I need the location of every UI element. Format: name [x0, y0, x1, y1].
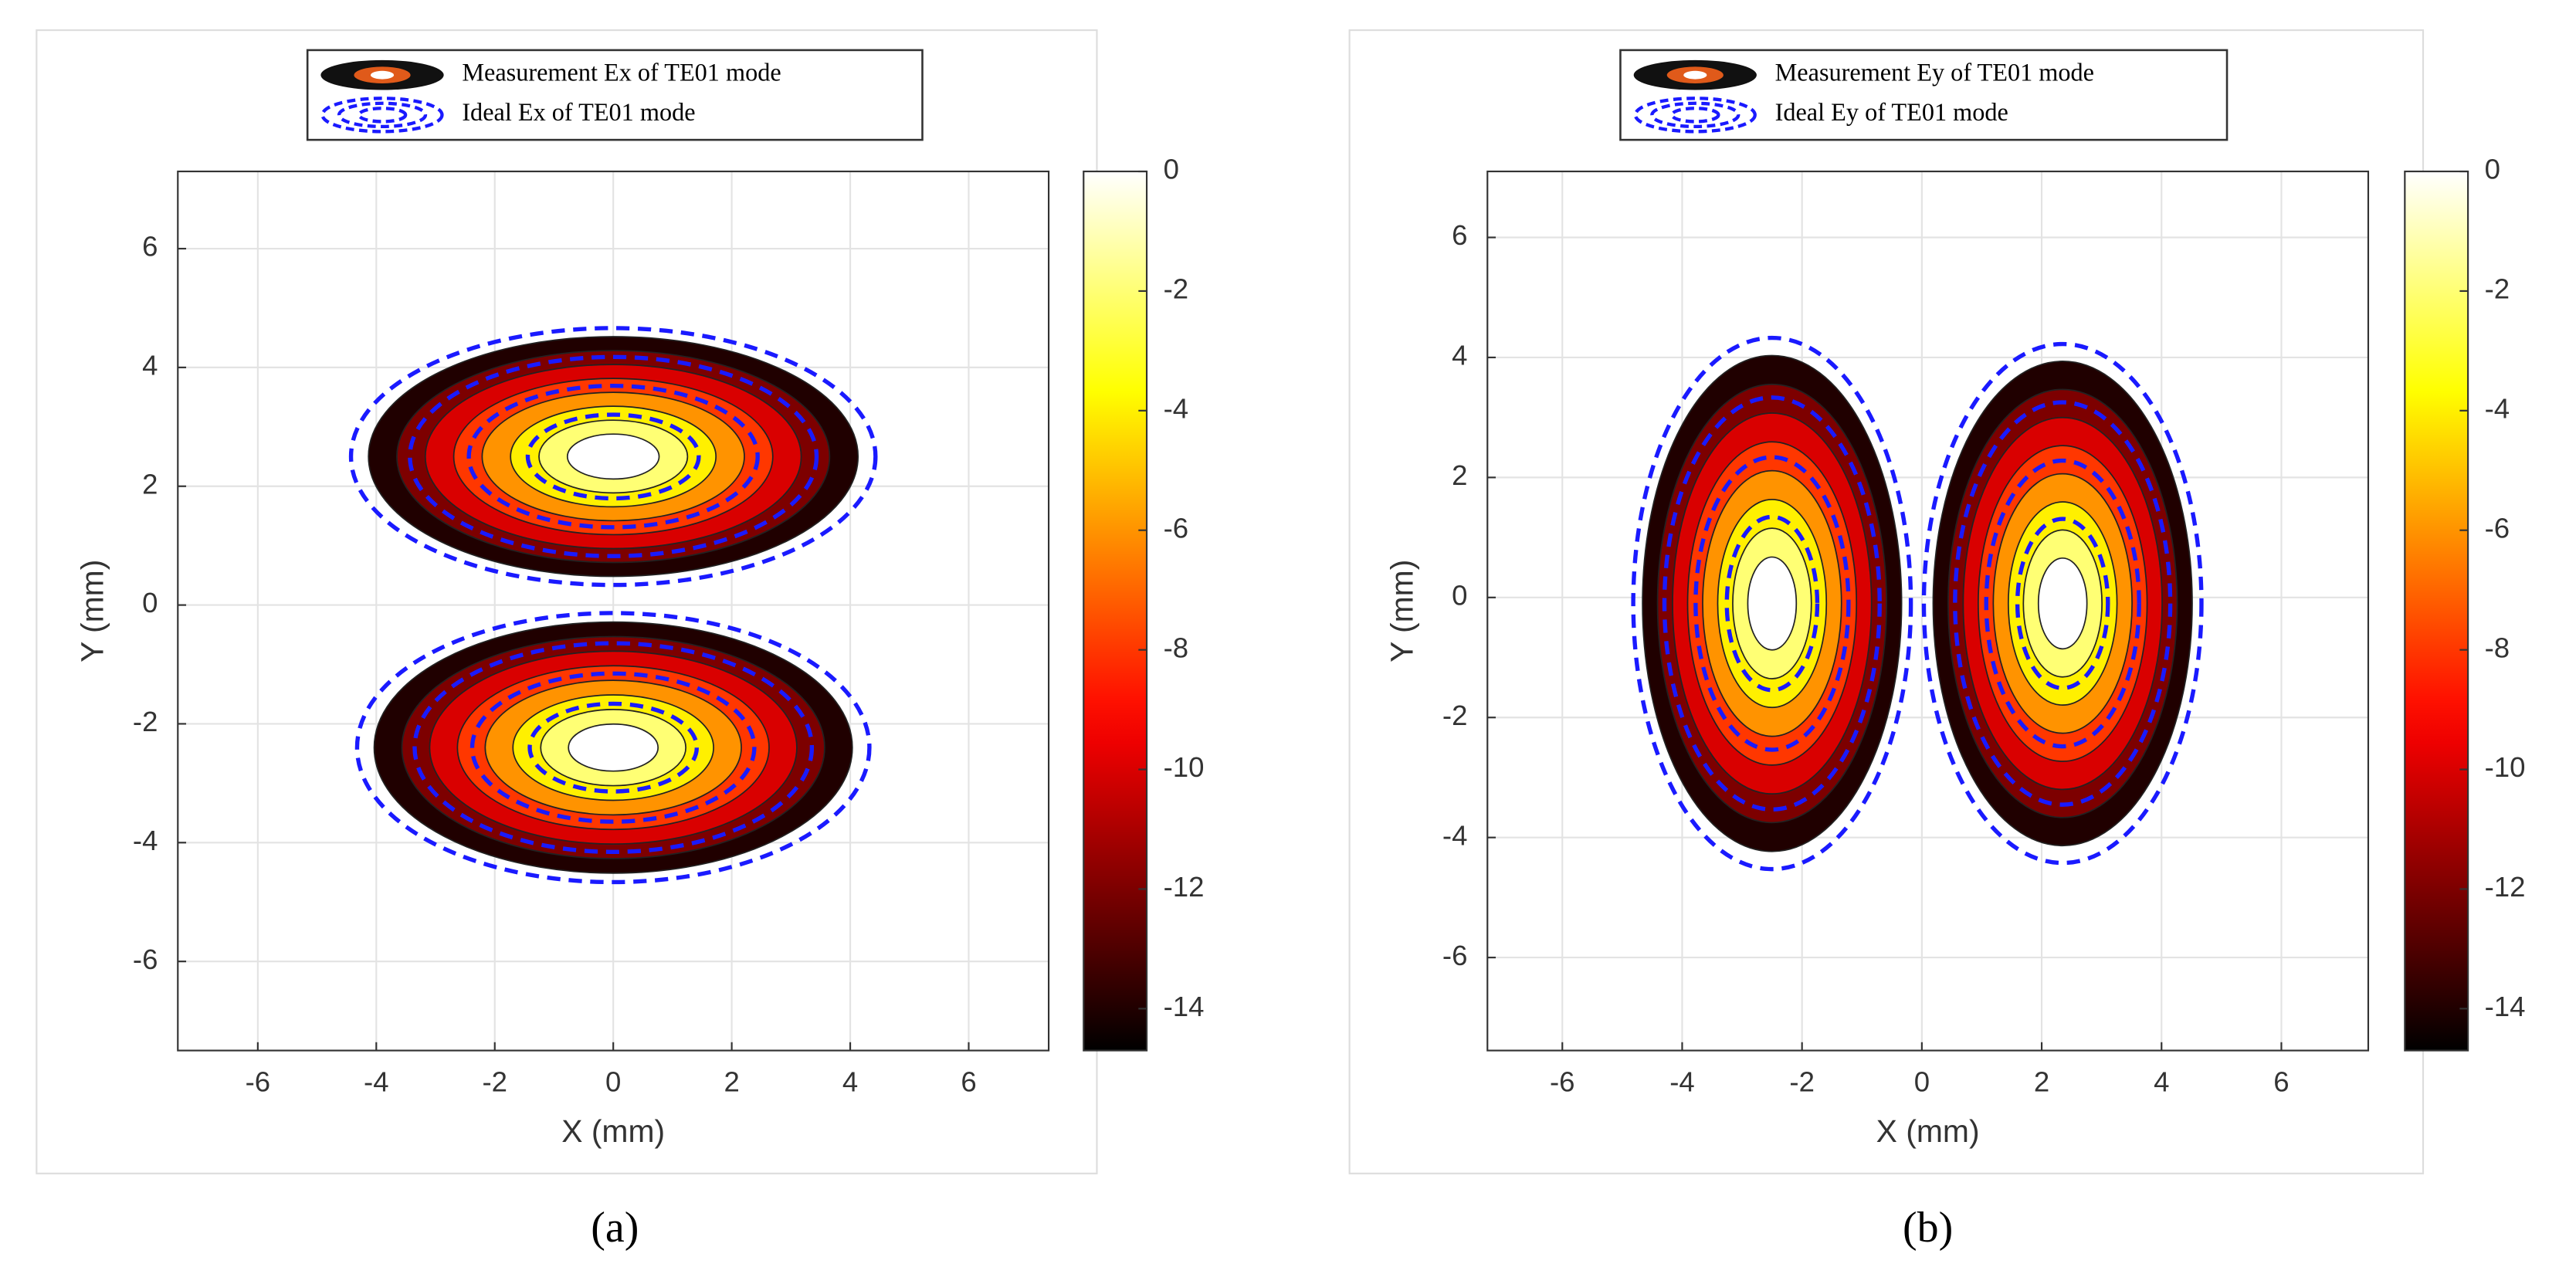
y-tick-label: 4: [1452, 340, 1467, 371]
x-tick-label: 2: [2034, 1066, 2049, 1097]
ideal-contour: [408, 354, 819, 558]
legend-label: Ideal Ey of TE01 mode: [1775, 98, 2008, 126]
legend-icon: [1650, 101, 1740, 129]
x-tick-label: -6: [1550, 1066, 1575, 1097]
ideal-contour: [1724, 514, 1820, 693]
y-tick-label: 2: [142, 468, 158, 500]
x-tick-label: -2: [1789, 1066, 1815, 1097]
caption: (a): [591, 1204, 639, 1252]
legend-icon: [357, 107, 408, 124]
contour-group: [348, 326, 878, 885]
ideal-contour: [354, 611, 872, 885]
x-axis-label: X (mm): [1876, 1113, 1980, 1149]
ideal-contour: [348, 326, 878, 588]
y-tick-label: 2: [1452, 459, 1467, 491]
y-tick-label: 6: [142, 231, 158, 263]
colorbar-tick-label: -10: [1164, 751, 1205, 783]
x-tick-label: -4: [1669, 1066, 1695, 1097]
contour-fill: [2037, 557, 2088, 650]
x-axis-label: X (mm): [561, 1113, 665, 1149]
x-tick-label: -2: [482, 1066, 507, 1097]
legend-label: Ideal Ex of TE01 mode: [462, 98, 695, 126]
ideal-contour: [1984, 458, 2141, 749]
colorbar-tick-label: -14: [1164, 991, 1205, 1022]
colorbar-tick-label: -6: [1164, 512, 1189, 544]
contour-fill: [1747, 556, 1798, 651]
legend-icon: [370, 70, 395, 80]
y-tick-label: -4: [1442, 819, 1468, 851]
ideal-contour: [466, 383, 760, 530]
legend-icon: [1670, 107, 1720, 124]
x-tick-label: 2: [724, 1066, 739, 1097]
colorbar: [1083, 170, 1148, 1052]
colorbar-tick-label: -10: [2485, 751, 2526, 783]
y-tick-label: -6: [1442, 940, 1468, 971]
contour-group: [1631, 335, 2204, 872]
colorbar-tick-label: -12: [1164, 871, 1205, 903]
legend-icon: [320, 97, 444, 134]
contour-fill: [568, 723, 659, 772]
legend-icon: [1683, 70, 1707, 80]
ideal-contour: [1921, 341, 2204, 866]
ideal-contour: [527, 701, 700, 794]
y-tick-label: -6: [133, 944, 158, 975]
legend-icon: [1633, 97, 1757, 134]
ideal-contour: [1693, 455, 1851, 752]
colorbar-tick-label: -14: [2485, 991, 2526, 1022]
x-tick-label: 4: [2154, 1066, 2169, 1097]
ideal-contour: [1631, 335, 1913, 872]
axes-box: [1486, 170, 2370, 1052]
ideal-contour: [1953, 400, 2173, 807]
colorbar-tick-label: -4: [2485, 392, 2510, 424]
legend-icon: [337, 101, 428, 129]
x-tick-label: -6: [246, 1066, 271, 1097]
y-tick-label: -2: [1442, 700, 1468, 731]
x-tick-label: 4: [842, 1066, 858, 1097]
y-tick-label: 0: [1452, 579, 1467, 611]
axes-box: [177, 170, 1050, 1052]
legend-label: Measurement Ex of TE01 mode: [462, 59, 781, 86]
y-tick-label: 4: [142, 350, 158, 381]
y-axis-label: Y (mm): [1384, 560, 1419, 662]
colorbar-tick-label: -6: [2485, 512, 2510, 544]
colorbar-tick-label: -4: [1164, 392, 1189, 424]
ideal-contour: [469, 671, 757, 824]
y-tick-label: 0: [142, 587, 158, 618]
x-tick-label: 6: [961, 1066, 976, 1097]
caption: (b): [1903, 1204, 1953, 1252]
colorbar-tick-label: -2: [2485, 273, 2510, 305]
colorbar-tick-label: -8: [2485, 632, 2510, 663]
x-tick-label: 0: [605, 1066, 621, 1097]
plot-area: [1487, 171, 2368, 1051]
ideal-contour: [412, 641, 815, 855]
y-tick-label: -4: [133, 825, 158, 856]
colorbar-tick-label: -2: [1164, 273, 1189, 305]
colorbar-tick-label: -8: [1164, 632, 1189, 663]
ideal-contour: [2015, 517, 2110, 690]
y-axis-label: Y (mm): [74, 560, 110, 662]
y-tick-label: 6: [1452, 219, 1467, 251]
y-tick-label: -2: [133, 706, 158, 737]
x-tick-label: -4: [364, 1066, 389, 1097]
legend-label: Measurement Ey of TE01 mode: [1775, 59, 2094, 86]
colorbar-tick-label: -12: [2485, 871, 2526, 903]
colorbar-tick-label: 0: [2485, 154, 2500, 185]
x-tick-label: 0: [1914, 1066, 1930, 1097]
x-tick-label: 6: [2273, 1066, 2289, 1097]
colorbar-tick-label: 0: [1164, 154, 1179, 185]
contour-fill: [566, 433, 660, 480]
ideal-contour: [1662, 395, 1882, 812]
colorbar: [2404, 170, 2469, 1052]
ideal-contour: [525, 412, 701, 501]
